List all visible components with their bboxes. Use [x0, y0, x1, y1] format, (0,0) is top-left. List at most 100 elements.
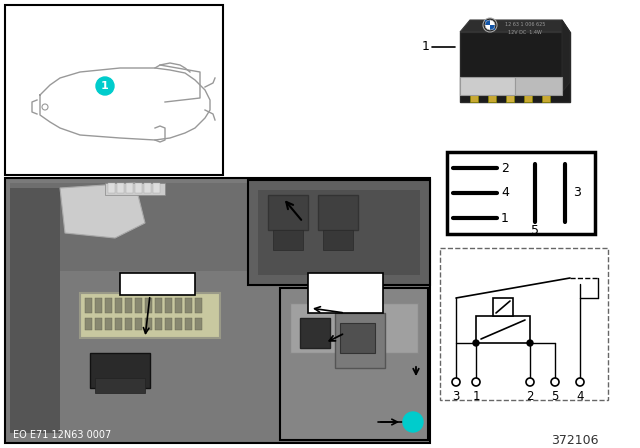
Bar	[470, 82, 478, 102]
Bar	[145, 318, 152, 330]
Text: 1: 1	[422, 40, 430, 53]
Bar	[105, 298, 112, 313]
Bar	[10, 183, 425, 271]
Circle shape	[403, 412, 423, 432]
Text: 1: 1	[501, 211, 509, 224]
Bar	[258, 190, 420, 275]
Bar	[80, 293, 220, 338]
Bar	[488, 82, 496, 102]
Bar	[323, 230, 353, 250]
Bar	[153, 183, 160, 193]
Bar	[490, 25, 495, 30]
Bar	[135, 298, 142, 313]
Text: 2: 2	[526, 389, 534, 402]
Text: 1: 1	[472, 389, 480, 402]
Bar	[440, 248, 608, 400]
Text: EO E71 12N63 0007: EO E71 12N63 0007	[13, 430, 111, 440]
Polygon shape	[562, 20, 570, 92]
Bar	[308, 273, 383, 313]
Bar	[105, 318, 112, 330]
Bar	[460, 77, 515, 95]
Bar	[144, 183, 151, 193]
Bar	[117, 183, 124, 193]
Bar	[273, 230, 303, 250]
Bar	[476, 316, 530, 343]
Circle shape	[42, 104, 48, 110]
Text: X6021: X6021	[135, 277, 179, 290]
Text: 12V DC  1.4W: 12V DC 1.4W	[508, 30, 542, 34]
Bar	[524, 82, 532, 102]
Text: X6342: X6342	[323, 294, 367, 307]
Bar	[280, 288, 428, 440]
Bar	[5, 178, 430, 443]
Bar	[125, 318, 132, 330]
Text: 372106: 372106	[551, 434, 599, 447]
Bar	[542, 82, 550, 102]
Bar	[335, 313, 385, 368]
Bar	[268, 195, 308, 230]
Bar	[195, 318, 202, 330]
Bar	[340, 323, 375, 353]
Bar	[145, 298, 152, 313]
Text: 5: 5	[551, 389, 559, 402]
Bar	[90, 353, 150, 388]
Bar	[135, 318, 142, 330]
Bar	[155, 298, 162, 313]
Circle shape	[576, 378, 584, 386]
Text: 3: 3	[452, 389, 460, 402]
Text: 12 63 1 006 625: 12 63 1 006 625	[505, 22, 545, 27]
Bar	[165, 318, 172, 330]
Bar	[108, 183, 115, 193]
Bar	[5, 5, 223, 175]
Text: 5: 5	[531, 224, 539, 237]
Bar	[195, 298, 202, 313]
Circle shape	[472, 378, 480, 386]
Text: 1: 1	[409, 417, 417, 427]
Bar	[175, 298, 182, 313]
Bar	[120, 273, 195, 295]
Text: K6342: K6342	[323, 279, 367, 292]
Polygon shape	[60, 183, 145, 238]
Bar	[135, 183, 142, 193]
Circle shape	[452, 378, 460, 386]
Bar	[85, 318, 92, 330]
Bar	[300, 318, 330, 348]
Circle shape	[483, 18, 497, 32]
Text: 3: 3	[573, 186, 581, 199]
Bar	[126, 183, 133, 193]
Bar	[155, 318, 162, 330]
Bar	[248, 180, 430, 285]
Circle shape	[527, 340, 533, 346]
Bar	[115, 298, 122, 313]
Bar	[506, 82, 514, 102]
Circle shape	[526, 378, 534, 386]
Polygon shape	[460, 20, 570, 32]
Bar	[95, 318, 102, 330]
Bar	[493, 298, 513, 316]
Bar	[175, 318, 182, 330]
Bar	[185, 298, 192, 313]
Bar	[95, 298, 102, 313]
Bar	[85, 298, 92, 313]
Bar	[447, 152, 595, 234]
Text: 1: 1	[101, 81, 109, 91]
Bar	[485, 20, 490, 25]
Circle shape	[96, 77, 114, 95]
Bar	[185, 318, 192, 330]
Circle shape	[551, 378, 559, 386]
Bar	[318, 195, 358, 230]
Bar	[125, 298, 132, 313]
Bar	[290, 303, 418, 353]
Circle shape	[473, 340, 479, 346]
Bar	[95, 378, 145, 393]
Bar	[115, 318, 122, 330]
Bar	[165, 298, 172, 313]
Circle shape	[485, 20, 495, 30]
Bar	[515, 77, 562, 95]
Text: 4: 4	[576, 389, 584, 402]
Text: 2: 2	[501, 161, 509, 175]
Bar	[105, 183, 165, 195]
Text: 4: 4	[501, 186, 509, 199]
Bar	[10, 188, 60, 433]
Bar	[460, 32, 570, 102]
